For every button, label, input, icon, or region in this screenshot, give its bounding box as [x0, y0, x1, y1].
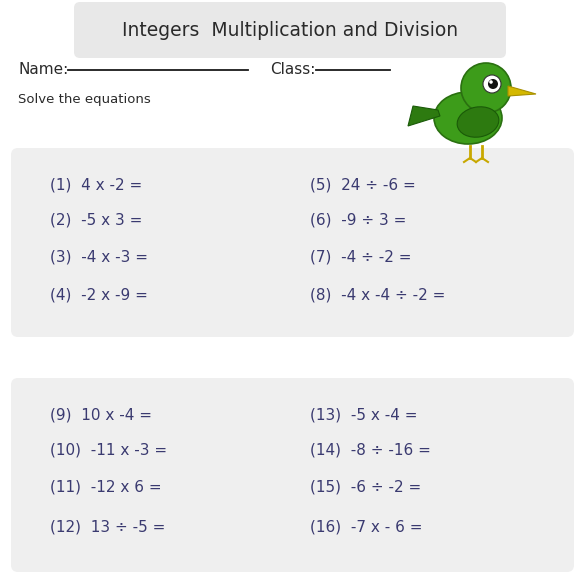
- Text: (2)  -5 x 3 =: (2) -5 x 3 =: [50, 212, 142, 228]
- Text: (7)  -4 ÷ -2 =: (7) -4 ÷ -2 =: [310, 249, 411, 264]
- Text: Integers  Multiplication and Division: Integers Multiplication and Division: [122, 20, 458, 40]
- Ellipse shape: [434, 92, 502, 144]
- Polygon shape: [408, 106, 440, 126]
- FancyBboxPatch shape: [11, 148, 574, 337]
- Polygon shape: [508, 86, 536, 96]
- Text: (9)  10 x -4 =: (9) 10 x -4 =: [50, 408, 152, 422]
- Text: (3)  -4 x -3 =: (3) -4 x -3 =: [50, 249, 148, 264]
- Text: Solve the equations: Solve the equations: [18, 94, 151, 106]
- FancyBboxPatch shape: [74, 2, 506, 58]
- Circle shape: [488, 79, 498, 89]
- Text: (10)  -11 x -3 =: (10) -11 x -3 =: [50, 442, 167, 457]
- Text: (13)  -5 x -4 =: (13) -5 x -4 =: [310, 408, 418, 422]
- Circle shape: [489, 80, 493, 84]
- Text: (5)  24 ÷ -6 =: (5) 24 ÷ -6 =: [310, 177, 416, 192]
- Text: (6)  -9 ÷ 3 =: (6) -9 ÷ 3 =: [310, 212, 407, 228]
- Circle shape: [483, 75, 501, 93]
- Text: (16)  -7 x - 6 =: (16) -7 x - 6 =: [310, 519, 422, 535]
- FancyBboxPatch shape: [11, 378, 574, 572]
- Text: Name:: Name:: [18, 63, 68, 77]
- Ellipse shape: [457, 107, 499, 137]
- Text: (14)  -8 ÷ -16 =: (14) -8 ÷ -16 =: [310, 442, 431, 457]
- Text: (15)  -6 ÷ -2 =: (15) -6 ÷ -2 =: [310, 480, 421, 494]
- Text: (1)  4 x -2 =: (1) 4 x -2 =: [50, 177, 142, 192]
- Text: (4)  -2 x -9 =: (4) -2 x -9 =: [50, 287, 148, 302]
- Text: Class:: Class:: [270, 63, 315, 77]
- Text: (12)  13 ÷ -5 =: (12) 13 ÷ -5 =: [50, 519, 166, 535]
- Circle shape: [461, 63, 511, 113]
- Text: (8)  -4 x -4 ÷ -2 =: (8) -4 x -4 ÷ -2 =: [310, 287, 445, 302]
- Text: (11)  -12 x 6 =: (11) -12 x 6 =: [50, 480, 161, 494]
